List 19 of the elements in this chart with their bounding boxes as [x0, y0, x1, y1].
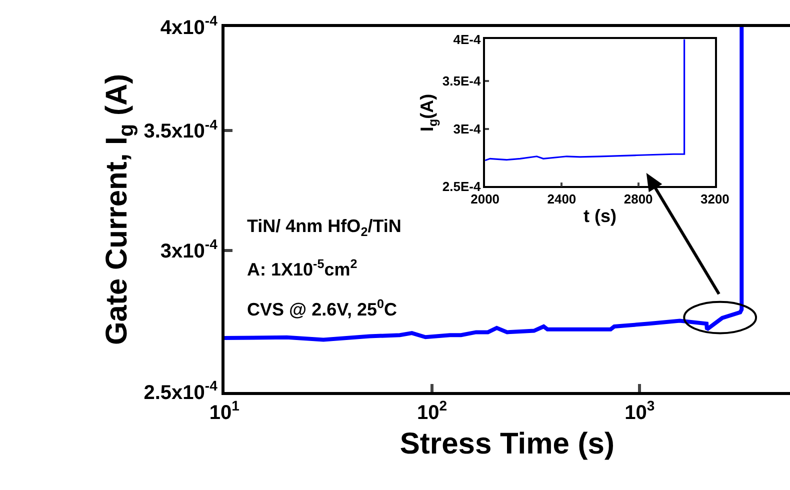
x-tick-label: 3200 [700, 192, 730, 207]
y-tick-label: 3x10$^{-4}$ [160, 236, 218, 262]
line-series [485, 39, 686, 162]
y-tick-label: 3E-4 [453, 122, 482, 137]
x-axis-title: Stress Time (s) [400, 428, 614, 460]
annotation: A: 1X10$^{-5}$cm$^{2}$ [247, 257, 358, 280]
x-tick-label: 10$^{2}$ [416, 398, 448, 424]
x-axis-title: t (s) [584, 206, 617, 226]
x-tick-label: 2800 [624, 192, 653, 207]
y-tick-label: 4x10$^{-4}$ [160, 12, 218, 39]
y-tick-label: 2.5E-4 [442, 178, 482, 194]
x-tick-label: 2400 [547, 192, 576, 207]
x-tick-label: 2000 [470, 192, 500, 207]
annotation: CVS @ 2.6V, 25$^{0}$C [247, 297, 397, 320]
annotation: TiN/ 4nm HfO$_{2}$/TiN [247, 216, 402, 239]
x-tick-label: 10$^{3}$ [624, 398, 655, 424]
y-tick-label: 3.5E-4 [442, 74, 482, 89]
y-tick-label: 4E-4 [453, 32, 482, 47]
y-tick-label: 3.5x10$^{-4}$ [144, 116, 218, 143]
